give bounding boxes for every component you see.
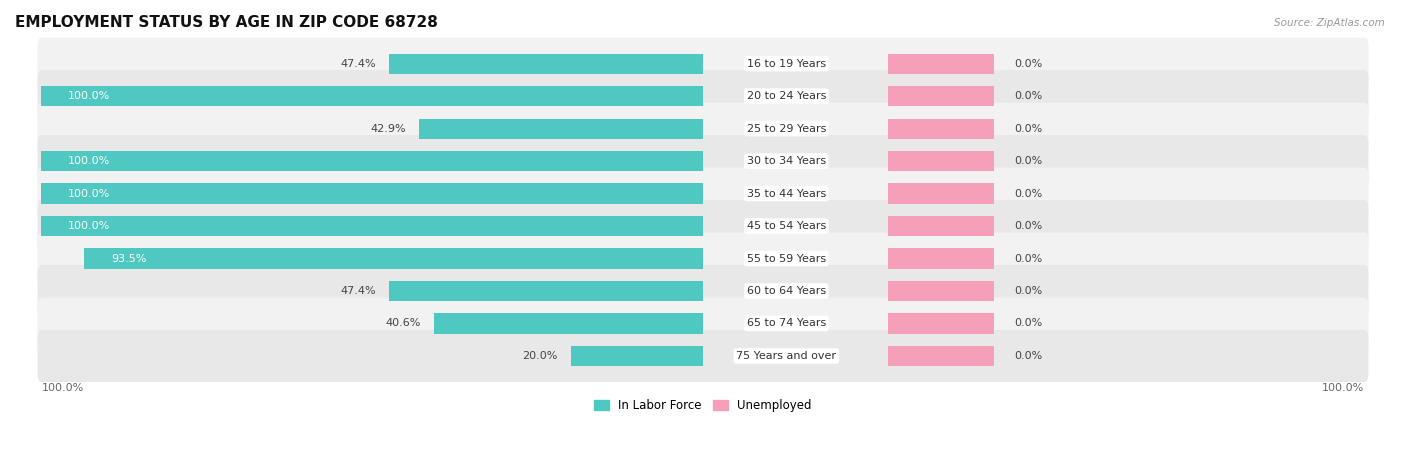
FancyBboxPatch shape <box>38 37 1368 90</box>
Text: 0.0%: 0.0% <box>1014 156 1042 166</box>
Text: 25 to 29 Years: 25 to 29 Years <box>747 124 827 133</box>
FancyBboxPatch shape <box>38 103 1368 155</box>
Bar <box>889 281 994 301</box>
Text: 30 to 34 Years: 30 to 34 Years <box>747 156 825 166</box>
Bar <box>419 119 703 138</box>
Bar <box>889 151 994 171</box>
Text: 45 to 54 Years: 45 to 54 Years <box>747 221 825 231</box>
Text: 47.4%: 47.4% <box>340 59 377 69</box>
Bar <box>41 86 703 106</box>
FancyBboxPatch shape <box>38 298 1368 350</box>
Text: 0.0%: 0.0% <box>1014 189 1042 198</box>
Bar <box>389 54 703 74</box>
Bar <box>571 346 703 366</box>
Bar <box>889 216 994 236</box>
Text: 20 to 24 Years: 20 to 24 Years <box>747 91 827 101</box>
Text: 75 Years and over: 75 Years and over <box>737 351 837 361</box>
Bar <box>41 184 703 204</box>
Text: 65 to 74 Years: 65 to 74 Years <box>747 318 825 328</box>
FancyBboxPatch shape <box>38 233 1368 285</box>
Text: 20.0%: 20.0% <box>522 351 557 361</box>
Text: 100.0%: 100.0% <box>67 156 110 166</box>
Text: 100.0%: 100.0% <box>1322 382 1365 393</box>
Text: 0.0%: 0.0% <box>1014 286 1042 296</box>
Bar <box>434 313 703 334</box>
Legend: In Labor Force, Unemployed: In Labor Force, Unemployed <box>589 394 817 417</box>
Bar <box>389 281 703 301</box>
Bar <box>889 346 994 366</box>
Bar <box>889 54 994 74</box>
Text: 100.0%: 100.0% <box>67 91 110 101</box>
Text: 100.0%: 100.0% <box>67 221 110 231</box>
Bar <box>889 184 994 204</box>
Text: 0.0%: 0.0% <box>1014 124 1042 133</box>
Text: 55 to 59 Years: 55 to 59 Years <box>747 253 825 263</box>
Text: 93.5%: 93.5% <box>111 253 146 263</box>
Bar <box>889 119 994 138</box>
Text: 40.6%: 40.6% <box>385 318 422 328</box>
Text: 47.4%: 47.4% <box>340 286 377 296</box>
Text: 0.0%: 0.0% <box>1014 351 1042 361</box>
FancyBboxPatch shape <box>38 200 1368 252</box>
Text: 42.9%: 42.9% <box>370 124 406 133</box>
Text: 0.0%: 0.0% <box>1014 221 1042 231</box>
Bar <box>889 249 994 269</box>
Text: 0.0%: 0.0% <box>1014 318 1042 328</box>
Text: Source: ZipAtlas.com: Source: ZipAtlas.com <box>1274 18 1385 28</box>
Bar <box>41 151 703 171</box>
Text: EMPLOYMENT STATUS BY AGE IN ZIP CODE 68728: EMPLOYMENT STATUS BY AGE IN ZIP CODE 687… <box>15 15 437 30</box>
Text: 0.0%: 0.0% <box>1014 59 1042 69</box>
Text: 0.0%: 0.0% <box>1014 91 1042 101</box>
FancyBboxPatch shape <box>38 135 1368 187</box>
Bar <box>889 313 994 334</box>
FancyBboxPatch shape <box>38 168 1368 220</box>
Text: 100.0%: 100.0% <box>67 189 110 198</box>
FancyBboxPatch shape <box>38 265 1368 317</box>
Text: 35 to 44 Years: 35 to 44 Years <box>747 189 825 198</box>
FancyBboxPatch shape <box>38 330 1368 382</box>
Text: 60 to 64 Years: 60 to 64 Years <box>747 286 825 296</box>
Bar <box>84 249 703 269</box>
Text: 0.0%: 0.0% <box>1014 253 1042 263</box>
Bar <box>889 86 994 106</box>
FancyBboxPatch shape <box>38 70 1368 122</box>
Text: 100.0%: 100.0% <box>41 382 84 393</box>
Text: 16 to 19 Years: 16 to 19 Years <box>747 59 825 69</box>
Bar <box>41 216 703 236</box>
